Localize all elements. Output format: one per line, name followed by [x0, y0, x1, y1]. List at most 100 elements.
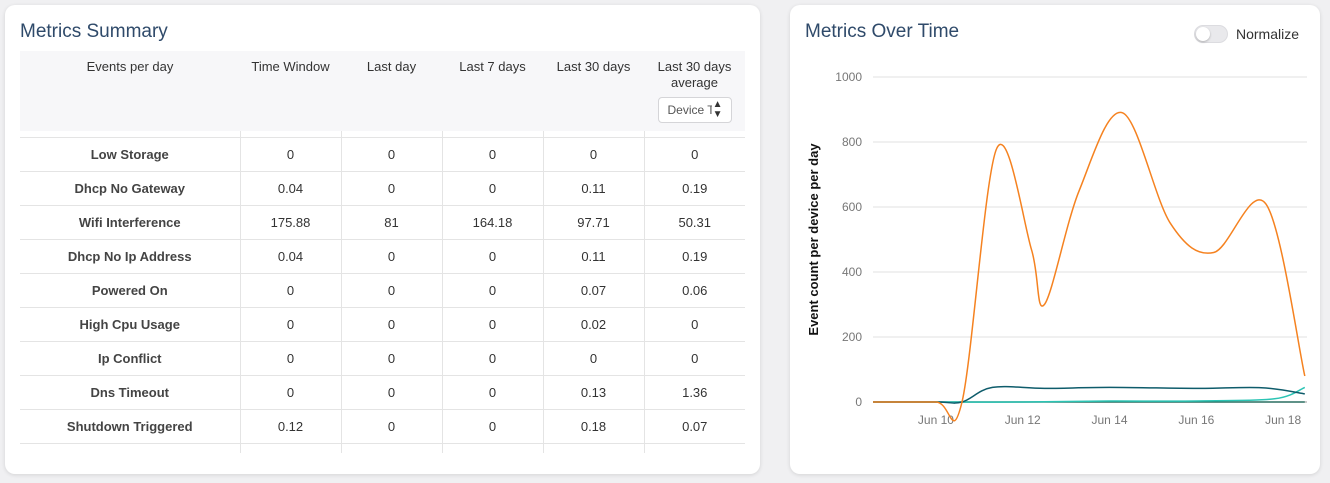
metric-value-cell: 0.04 [240, 171, 342, 206]
metric-name-cell: High Cpu Usage [20, 307, 241, 342]
normalize-label: Normalize [1236, 26, 1300, 42]
y-axis-label: Event count per device per day [806, 143, 821, 336]
metrics-summary-card: Metrics Summary Events per day Time Wind… [5, 5, 760, 474]
normalize-toggle[interactable] [1194, 25, 1228, 43]
metric-value-cell: 0.19 [644, 239, 745, 274]
normalize-toggle-group[interactable]: Normalize [1194, 25, 1299, 43]
toggle-knob [1196, 27, 1210, 41]
metric-value-cell: 0 [442, 171, 544, 206]
metric-value-cell: 0 [341, 307, 443, 342]
metric-value-cell: 0 [341, 137, 443, 172]
metric-value-cell: 0.13 [543, 375, 645, 410]
metric-value-cell: 0 [341, 239, 443, 274]
y-tick-label: 0 [855, 395, 862, 409]
metrics-line-chart: 0 200 400 600 800 1000 Jun 10 Jun 12 Jun 14 Jun 1… [806, 70, 1307, 427]
metrics-summary-table-wrap: Events per day Time Window Last day Last… [20, 51, 745, 453]
column-header-events-per-day: Events per day [20, 51, 240, 131]
x-tick-label: Jun 12 [1005, 413, 1041, 427]
metric-value-cell: 0 [644, 341, 745, 376]
metric-value-cell: 0.11 [543, 239, 645, 274]
x-tick-label: Jun 16 [1178, 413, 1214, 427]
metric-value-cell: 97.71 [543, 205, 645, 240]
column-header-time-window[interactable]: Time Window [240, 51, 341, 131]
metric-value-cell: 0.02 [543, 307, 645, 342]
y-tick-label: 400 [842, 265, 862, 279]
metric-name-cell: Dhcp No Gateway [20, 171, 241, 206]
table-row: Shutdown Triggered 0.12 0 0 0.18 0.07 [20, 409, 745, 444]
table-row: Dns Timeout 0 0 0 0.13 1.36 [20, 375, 745, 410]
column-header-last-day[interactable]: Last day [341, 51, 442, 131]
metric-value-cell: 0 [240, 375, 342, 410]
table-row: Ip Conflict 0 0 0 0 0 [20, 341, 745, 376]
table-row: Low Storage 0 0 0 0 0 [20, 137, 745, 172]
empty-cell [20, 443, 241, 453]
metric-value-cell: 0.07 [543, 273, 645, 308]
column-header-average-label: Last 30 days average [657, 59, 732, 90]
metric-value-cell: 0 [442, 409, 544, 444]
empty-cell [543, 443, 645, 453]
table-row: Dhcp No Gateway 0.04 0 0 0.11 0.19 [20, 171, 745, 206]
table-header-row: Events per day Time Window Last day Last… [20, 51, 745, 131]
metric-value-cell: 175.88 [240, 205, 342, 240]
metrics-summary-table: Events per day Time Window Last day Last… [20, 51, 745, 453]
metric-value-cell: 0.06 [644, 273, 745, 308]
metric-value-cell: 0.07 [644, 409, 745, 444]
metric-value-cell: 0 [341, 409, 443, 444]
metric-value-cell: 164.18 [442, 205, 544, 240]
metrics-summary-title: Metrics Summary [20, 21, 168, 42]
metric-value-cell: 0 [543, 137, 645, 172]
metric-name-cell: Ip Conflict [20, 341, 241, 376]
metric-value-cell: 50.31 [644, 205, 745, 240]
metrics-over-time-title: Metrics Over Time [805, 21, 960, 42]
metric-value-cell: 0.19 [644, 171, 745, 206]
column-header-last-7-days[interactable]: Last 7 days [442, 51, 543, 131]
metric-name-cell: Dhcp No Ip Address [20, 239, 241, 274]
device-type-select[interactable]: Device Type ▲▼ [657, 97, 732, 123]
x-tick-label: Jun 10 [918, 413, 954, 427]
series-line [873, 386, 1306, 403]
metric-value-cell: 0 [240, 341, 342, 376]
table-body: Low Storage 0 0 0 0 0 Dhcp No Gateway 0.04 0 0 0.1… [20, 137, 745, 453]
metric-value-cell: 0 [442, 307, 544, 342]
metric-value-cell: 0.12 [240, 409, 342, 444]
table-row: Powered On 0 0 0 0.07 0.06 [20, 273, 745, 308]
y-tick-label: 200 [842, 330, 862, 344]
metric-value-cell: 81 [341, 205, 443, 240]
series-line [873, 111, 1306, 422]
metric-value-cell: 1.36 [644, 375, 745, 410]
metric-value-cell: 0 [442, 341, 544, 376]
table-tail-row [20, 443, 745, 453]
header-spacer [20, 131, 745, 138]
column-header-last-30-days-average: Last 30 days average Device Type ▲▼ [644, 51, 745, 131]
metric-value-cell: 0.04 [240, 239, 342, 274]
metric-value-cell: 0 [341, 171, 443, 206]
metric-name-cell: Low Storage [20, 137, 241, 172]
metrics-over-time-card: Metrics Over Time Normalize 0 200 400 600 80… [790, 5, 1320, 474]
metric-value-cell: 0 [240, 307, 342, 342]
table-row: High Cpu Usage 0 0 0 0.02 0 [20, 307, 745, 342]
metric-value-cell: 0 [341, 341, 443, 376]
y-tick-label: 600 [842, 200, 862, 214]
metric-value-cell: 0 [644, 137, 745, 172]
metric-value-cell: 0 [442, 375, 544, 410]
y-tick-label: 1000 [835, 70, 862, 84]
column-header-last-30-days[interactable]: Last 30 days [543, 51, 644, 131]
metric-value-cell: 0.18 [543, 409, 645, 444]
empty-cell [240, 443, 342, 453]
metric-value-cell: 0.11 [543, 171, 645, 206]
x-tick-label: Jun 18 [1265, 413, 1301, 427]
metric-value-cell: 0 [442, 273, 544, 308]
y-tick-label: 800 [842, 135, 862, 149]
empty-cell [442, 443, 544, 453]
metric-name-cell: Powered On [20, 273, 241, 308]
x-tick-label: Jun 14 [1092, 413, 1128, 427]
metric-name-cell: Dns Timeout [20, 375, 241, 410]
select-updown-icon: ▲ ▼ [712, 99, 723, 120]
metric-name-cell: Shutdown Triggered [20, 409, 241, 444]
table-row: Wifi Interference 175.88 81 164.18 97.71 50.3… [20, 205, 745, 240]
metric-value-cell: 0 [240, 137, 342, 172]
metric-value-cell: 0 [341, 375, 443, 410]
metric-value-cell: 0 [644, 307, 745, 342]
series-line [873, 385, 1305, 404]
metric-value-cell: 0 [240, 273, 342, 308]
